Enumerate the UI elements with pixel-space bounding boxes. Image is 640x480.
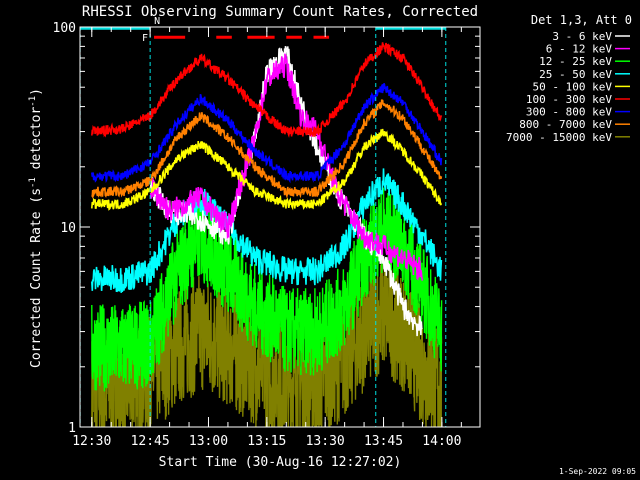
legend-label-7: 800 - 7000 keV [519, 118, 612, 131]
x-tick-label-5: 13:45 [364, 434, 403, 449]
x-tick-label-0: 12:30 [72, 434, 111, 449]
series-line-3 [91, 168, 443, 293]
legend-label-2: 12 - 25 keV [539, 55, 612, 68]
y-tick-label-1: 10 [60, 221, 76, 236]
x-tick-label-3: 13:15 [247, 434, 286, 449]
y-axis: 1 10 100 [53, 21, 480, 436]
legend-label-3: 25 - 50 keV [539, 68, 612, 81]
y-tick-label-0: 1 [68, 421, 76, 436]
legend-label-0: 3 - 6 keV [552, 30, 612, 43]
y-axis-label: Corrected Count Rate (s-1 detector-1) [28, 88, 44, 368]
legend-title: Det 1,3, Att 0 [531, 13, 632, 27]
night-flag-label: N [154, 16, 160, 27]
chart-title: RHESSI Observing Summary Count Rates, Co… [82, 4, 478, 20]
legend-label-8: 7000 - 15000 keV [506, 131, 612, 144]
legend-label-5: 100 - 300 keV [526, 93, 612, 106]
x-axis-label: Start Time (30-Aug-16 12:27:02) [159, 455, 402, 470]
series-line-0 [149, 45, 423, 337]
x-tick-label-1: 12:45 [131, 434, 170, 449]
legend-label-6: 300 - 800 keV [526, 106, 612, 119]
x-tick-label-6: 14:00 [422, 434, 461, 449]
x-axis: 12:30 12:45 13:00 13:15 13:30 13:45 14:00 [72, 27, 462, 449]
x-tick-label-4: 13:30 [306, 434, 345, 449]
timestamp: 1-Sep-2022 09:05 [559, 467, 636, 476]
legend-label-4: 50 - 100 keV [533, 80, 613, 93]
legend-label-1: 6 - 12 keV [546, 43, 613, 56]
y-tick-label-2: 100 [53, 21, 76, 36]
x-tick-label-2: 13:00 [189, 434, 228, 449]
series-line-1 [149, 53, 424, 281]
flare-flag-label: F [142, 33, 148, 44]
